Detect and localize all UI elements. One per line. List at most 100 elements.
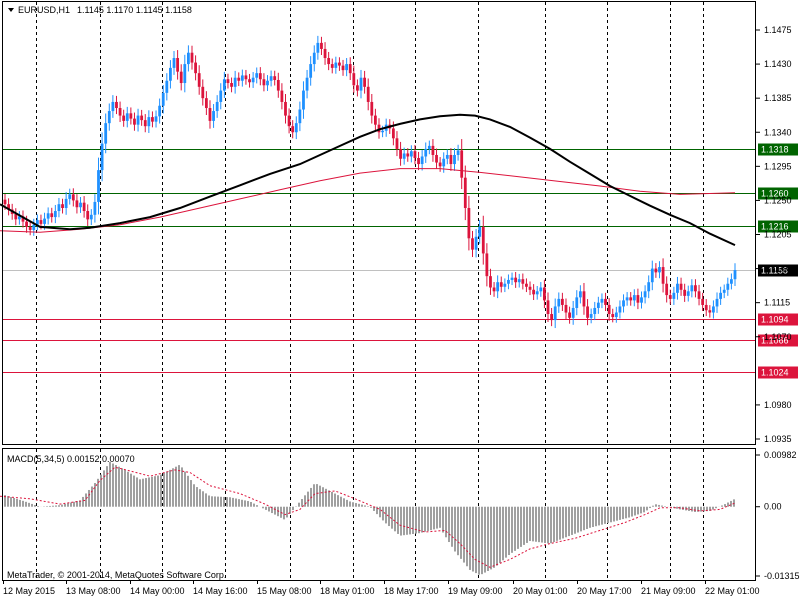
candle-body [294, 123, 298, 133]
candle-body [352, 73, 356, 86]
candle [665, 276, 669, 303]
candle-body [528, 286, 532, 290]
candle-body [7, 204, 10, 210]
candle-body [312, 52, 316, 65]
price-tick-label: 1.1070 [764, 332, 792, 342]
candle [481, 215, 485, 265]
symbol-label: EURUSD,H1 [18, 5, 70, 15]
candle-body [607, 304, 611, 315]
dropdown-triangle-icon[interactable] [8, 8, 14, 12]
candle-body [377, 124, 381, 133]
candle [172, 51, 176, 75]
candle [222, 71, 226, 98]
price-tick-label: 1.0935 [764, 434, 792, 444]
candle-body [697, 291, 701, 299]
chart-header: EURUSD,H1 1.1145 1.1170 1.1145 1.1158 [8, 5, 192, 15]
candle-body [226, 79, 230, 84]
candle-body [611, 314, 615, 318]
candle-body [93, 201, 97, 215]
candle-body [431, 145, 435, 155]
candle [629, 292, 633, 306]
candle [467, 195, 471, 251]
time-tick-label: 20 May 01:00 [513, 586, 568, 596]
level-1-1318[interactable]: 1.1318 [3, 143, 798, 156]
candle-body [417, 158, 420, 165]
candle [539, 282, 543, 297]
level-1-1216[interactable]: 1.1216 [3, 220, 798, 233]
candle [417, 151, 420, 171]
candle [690, 279, 694, 298]
candle-body [636, 295, 640, 303]
candle-body [197, 73, 201, 87]
candle-body [240, 75, 244, 81]
candle-body [535, 291, 539, 295]
candle-body [244, 75, 248, 80]
candle [294, 116, 298, 140]
candle-body [17, 216, 21, 220]
candle [499, 276, 503, 293]
candle [291, 120, 295, 139]
candle-body [726, 283, 730, 290]
time-tick-label: 21 May 09:00 [641, 586, 696, 596]
level-1-1024[interactable]: 1.1024 [3, 366, 798, 379]
candle [176, 50, 180, 80]
candle [197, 65, 201, 95]
candle [471, 230, 474, 258]
candle [348, 57, 352, 80]
candle [107, 103, 111, 131]
macd-axis: 0.00982 0.00 -0.01315 [756, 450, 800, 581]
candle-body [582, 291, 586, 307]
candle [32, 218, 36, 236]
candle-body [276, 79, 280, 91]
candle-body [136, 115, 140, 125]
level-tag [758, 143, 798, 156]
price-tick-label: 1.1160 [764, 264, 791, 274]
candle [309, 56, 313, 86]
candle [276, 72, 280, 98]
candle [686, 285, 690, 302]
candle [399, 141, 402, 166]
candle-body [359, 77, 363, 91]
candle [489, 268, 492, 295]
candle [244, 69, 248, 85]
candle [17, 211, 21, 225]
candle [625, 292, 629, 306]
candle-body [233, 77, 237, 87]
candle [622, 294, 625, 313]
horizontal-levels[interactable]: 1.1318 1.1260 1.1216 1.1094 1.1066 1.1024 1.11… [3, 143, 798, 379]
candle [553, 298, 557, 329]
candle-body [57, 204, 61, 212]
candle-body [35, 220, 39, 225]
candle [525, 278, 528, 293]
candle [161, 85, 165, 114]
level-1-1094[interactable]: 1.1094 [3, 313, 798, 326]
candle [230, 77, 233, 93]
candle [61, 198, 64, 214]
level-1-1260[interactable]: 1.1260 [3, 187, 798, 200]
level-tag-label: 1.1024 [761, 368, 789, 378]
candle-body [104, 123, 108, 144]
candle-body [79, 202, 82, 208]
level-1-1066[interactable]: 1.1066 [3, 334, 798, 347]
candle-body [586, 306, 589, 318]
time-tick-label: 22 May 01:00 [705, 586, 760, 596]
candle-body [614, 312, 618, 318]
candle-body [708, 310, 712, 313]
candle-body [154, 116, 158, 122]
candle-body [409, 151, 413, 157]
candle [582, 282, 586, 315]
candle-body [532, 289, 536, 295]
candle [632, 289, 636, 307]
candle-body [320, 42, 323, 49]
level-tag-label: 1.1260 [761, 189, 789, 199]
candle [118, 101, 122, 123]
candle [143, 114, 147, 133]
candle-body [356, 85, 359, 91]
ma-fast-line [0, 113, 736, 247]
candle [543, 279, 546, 309]
price-tick-label: 1.1115 [764, 298, 790, 308]
candle [341, 59, 345, 76]
candle-body [694, 285, 697, 292]
candle [233, 70, 237, 94]
